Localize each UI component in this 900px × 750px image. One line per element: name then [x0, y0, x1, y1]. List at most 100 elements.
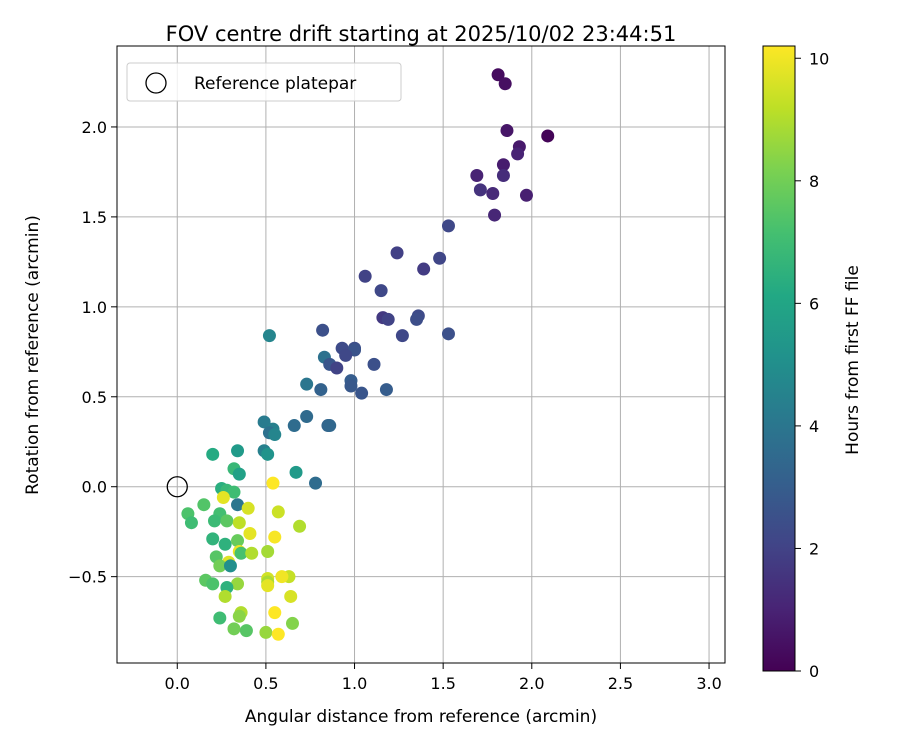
- data-point: [232, 609, 246, 623]
- y-tick-label: 0.5: [82, 388, 107, 407]
- data-point: [213, 559, 227, 573]
- data-point: [344, 379, 358, 393]
- legend-marker-hollow-circle: [145, 72, 167, 94]
- data-point: [223, 559, 237, 573]
- x-axis: 0.0 0.5 1.0 1.5 2.0 2.5 3.0: [165, 663, 722, 693]
- data-point: [213, 611, 227, 625]
- data-point: [227, 622, 241, 636]
- data-point: [519, 188, 533, 202]
- data-point: [243, 526, 257, 540]
- colorbar-tick-label: 4: [809, 417, 819, 436]
- data-point: [231, 444, 245, 458]
- data-point: [358, 269, 372, 283]
- data-point: [231, 498, 245, 512]
- data-point: [268, 428, 282, 442]
- legend: Reference platepar: [126, 62, 402, 102]
- data-point: [218, 537, 232, 551]
- data-point: [197, 498, 211, 512]
- data-point: [500, 124, 514, 138]
- data-point: [379, 383, 393, 397]
- data-point: [262, 329, 276, 343]
- data-point: [496, 158, 510, 172]
- y-tick-label: 1.0: [82, 298, 107, 317]
- x-tick-label: 2.0: [519, 674, 544, 693]
- data-point: [541, 129, 555, 143]
- colorbar-gradient: [762, 45, 796, 672]
- data-point: [293, 519, 307, 533]
- x-tick-label: 1.0: [342, 674, 367, 693]
- data-point: [511, 147, 525, 161]
- data-point: [227, 485, 241, 499]
- colorbar-tick-label: 6: [809, 294, 819, 313]
- data-point: [441, 327, 455, 341]
- y-tick-label: 1.5: [82, 208, 107, 227]
- data-point: [488, 208, 502, 222]
- data-point: [261, 544, 275, 558]
- data-point: [231, 577, 245, 591]
- data-point: [395, 329, 409, 343]
- data-point: [268, 530, 282, 544]
- data-point: [275, 570, 289, 584]
- data-point: [218, 589, 232, 603]
- data-point: [417, 262, 431, 276]
- data-point: [498, 77, 512, 91]
- colorbar-tick-label: 8: [809, 172, 819, 191]
- x-tick-label: 3.0: [696, 674, 721, 693]
- data-point: [268, 606, 282, 620]
- data-point: [216, 491, 230, 505]
- data-point: [259, 625, 273, 639]
- data-point: [220, 514, 234, 528]
- data-point: [314, 383, 328, 397]
- data-point: [285, 616, 299, 630]
- legend-box: [126, 62, 402, 102]
- data-point: [271, 627, 285, 641]
- colorbar-tick-label: 2: [809, 539, 819, 558]
- data-point: [231, 534, 245, 548]
- data-point: [206, 577, 220, 591]
- data-point: [289, 465, 303, 479]
- data-point: [257, 415, 271, 429]
- data-point: [309, 476, 323, 490]
- data-point: [491, 68, 505, 82]
- data-point: [300, 377, 314, 391]
- legend-label: Reference platepar: [194, 74, 356, 94]
- data-point: [433, 251, 447, 265]
- data-point: [206, 447, 220, 461]
- data-point: [266, 476, 280, 490]
- data-point: [323, 419, 337, 433]
- chart-title: FOV centre drift starting at 2025/10/02 …: [166, 22, 677, 46]
- data-point: [245, 546, 259, 560]
- data-point: [300, 410, 314, 424]
- data-point: [184, 516, 198, 530]
- data-point: [339, 348, 353, 362]
- reference-marker: [166, 476, 188, 498]
- x-tick-label: 0.5: [253, 674, 278, 693]
- data-point: [234, 546, 248, 560]
- data-point: [410, 312, 424, 326]
- data-point: [470, 169, 484, 183]
- data-point: [355, 386, 369, 400]
- y-axis: −0.5 0.0 0.5 1.0 1.5 2.0: [68, 118, 117, 587]
- x-tick-label: 0.0: [165, 674, 190, 693]
- data-point: [287, 419, 301, 433]
- y-tick-label: −0.5: [68, 568, 107, 587]
- data-point: [261, 579, 275, 593]
- y-axis-label: Rotation from reference (arcmin): [23, 215, 43, 495]
- data-point: [330, 361, 344, 375]
- data-point: [496, 169, 510, 183]
- data-point: [473, 183, 487, 197]
- data-points: [181, 68, 555, 641]
- data-point: [381, 312, 395, 326]
- data-point: [232, 467, 246, 481]
- grid: [117, 46, 725, 663]
- x-tick-label: 2.5: [608, 674, 633, 693]
- colorbar-tick-label: 0: [809, 662, 819, 681]
- reference-platepar-marker: [166, 476, 188, 498]
- y-tick-label: 0.0: [82, 478, 107, 497]
- data-point: [271, 505, 285, 519]
- x-tick-label: 1.5: [430, 674, 455, 693]
- colorbar-label: Hours from first FF file: [843, 265, 863, 455]
- data-point: [390, 246, 404, 260]
- colorbar-ticks: 0 2 4 6 8 10: [795, 49, 829, 681]
- data-point: [441, 219, 455, 233]
